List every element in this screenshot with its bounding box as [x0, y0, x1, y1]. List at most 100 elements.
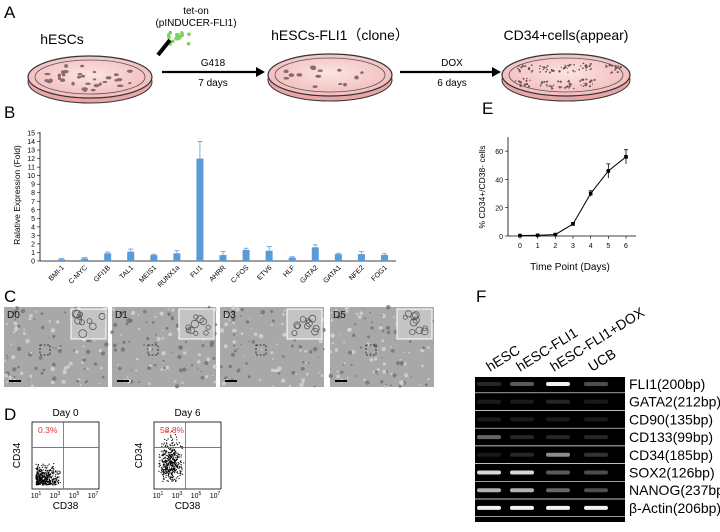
micrograph-label: D5	[333, 310, 346, 321]
panel-c-letter: C	[4, 287, 16, 306]
facs-xtick-label: 101	[31, 491, 42, 500]
panel-b-letter: B	[4, 103, 15, 122]
vector-arrow-icon	[156, 38, 172, 57]
panel-e: E % CD34+/CD38- cells 0 20 40 60 0 1 2 3 4 5 6 Tim…	[477, 99, 636, 273]
micrograph-label: D0	[7, 310, 20, 321]
facs-title: Day 0	[52, 408, 79, 419]
panel-f-letter: F	[476, 287, 486, 306]
chart-b-category-label: HLF	[282, 264, 296, 278]
micrograph-d3: D3	[219, 305, 326, 389]
chart-b-ytick-label: 4	[31, 224, 35, 231]
chart-e-ytick-label: 40	[495, 177, 503, 184]
step2-drug: DOX	[441, 58, 463, 69]
chart-b-ytick-label: 12	[27, 156, 35, 163]
gel-band	[477, 470, 501, 475]
micrograph-label: D3	[223, 310, 236, 321]
chart-b-category-label: C-MYC	[68, 264, 89, 285]
facs-xlabel: CD38	[175, 501, 201, 512]
chart-b-category-label: GFI1B	[93, 264, 112, 283]
chart-b-ytick-label: 2	[31, 241, 35, 248]
chart-b-bar	[150, 255, 158, 261]
chart-e-point	[606, 169, 611, 173]
chart-b-ytick-label: 8	[31, 190, 35, 197]
gel-band	[546, 435, 570, 440]
chart-b-category-label: TAL1	[119, 264, 135, 280]
chart-b-ytick-label: 10	[27, 173, 35, 180]
gel-band-label: FLI1(200bp)	[629, 376, 705, 392]
micrograph-inset	[286, 308, 323, 340]
gel-band	[510, 435, 534, 440]
facs-xtick-label: 107	[88, 491, 99, 500]
gel-band	[510, 470, 534, 475]
facs-percent: 58.8%	[160, 425, 185, 435]
gel-band	[584, 488, 608, 493]
chart-b-bar	[334, 254, 342, 261]
chart-b-ylabel: Ralative Expression (Fold)	[12, 145, 22, 245]
chart-e-point	[553, 232, 558, 237]
chart-b-bar	[288, 257, 296, 261]
gel-band-label: NANOG(237bp)	[629, 482, 720, 498]
dish3-icon	[501, 53, 631, 102]
gel-band	[477, 505, 501, 510]
chart-b-bar	[58, 259, 66, 261]
chart-b-ytick-label: 13	[27, 148, 35, 155]
zoom-region-box	[147, 344, 159, 356]
chart-b-ytick-label: 0	[31, 259, 35, 266]
chart-b-bar	[81, 258, 89, 261]
gel-band-label: β-Actin(206bp)	[629, 500, 720, 516]
chart-b-ytick-label: 1	[31, 250, 35, 257]
zoom-region-box	[255, 344, 267, 356]
facs-xtick-label: 103	[172, 491, 183, 500]
chart-e-xtick-label: 1	[536, 243, 540, 250]
chart-e-point	[535, 233, 540, 238]
chart-b-bar	[357, 254, 365, 261]
step2-duration: 6 days	[437, 78, 466, 89]
micrograph-inset	[178, 308, 215, 340]
panel-a: A tet-on (pINDUCER-FLI1) hESCs G418 7 da…	[4, 3, 631, 104]
chart-b-bar	[265, 250, 273, 261]
gel-band	[546, 382, 570, 386]
chart-b-bar	[242, 249, 250, 261]
micrograph-label: D1	[115, 310, 128, 321]
gel-band	[584, 417, 608, 422]
chart-e-ytick-label: 0	[499, 234, 503, 241]
gel-band	[546, 452, 570, 457]
gel-band-label: CD133(99bp)	[629, 429, 713, 445]
facs-xtick-label: 107	[210, 491, 221, 500]
chart-b-category-label: FOG1	[370, 264, 389, 283]
chart-e-xtick-label: 4	[589, 243, 593, 250]
gel-band-label: GATA2(212bp)	[629, 394, 720, 410]
gel-band	[584, 470, 608, 475]
facs-xtick-label: 105	[191, 491, 202, 500]
chart-b-bar	[127, 251, 135, 261]
chart-e-xtick-label: 3	[571, 243, 575, 250]
chart-b-category-label: ETV6	[256, 264, 273, 281]
zoom-region-box	[365, 344, 377, 356]
gel-band	[510, 382, 534, 386]
gel-band	[546, 505, 570, 510]
chart-e-xlabel: Time Point (Days)	[530, 262, 610, 273]
facs-xtick-label: 103	[50, 491, 61, 500]
micrograph-d1: D1	[110, 305, 218, 389]
gel-band	[546, 488, 570, 493]
gel-band	[510, 488, 534, 493]
chart-b-ytick-label: 14	[27, 139, 35, 146]
facs-percent: 0.3%	[38, 425, 58, 435]
gel-band	[477, 435, 501, 440]
vector-label-line1: tet-on	[183, 6, 209, 17]
gel-band	[477, 399, 501, 404]
micrograph-d0: D0	[3, 306, 109, 388]
gel-band	[546, 470, 570, 475]
gel-band	[546, 417, 570, 422]
gel-band	[477, 488, 501, 493]
chart-b-ytick-label: 3	[31, 233, 35, 240]
chart-e-ytick-label: 20	[495, 206, 503, 213]
facs-ylabel: CD34	[12, 442, 23, 468]
chart-b-category-label: BMI-1	[48, 264, 66, 282]
facs-plot-day6: Day 6 58.8% CD34 CD38 101 103 105 107	[134, 408, 222, 512]
step1-drug: G418	[201, 58, 226, 69]
chart-e-point	[571, 222, 575, 226]
dish3-label: CD34+cells(appear)	[504, 27, 629, 43]
